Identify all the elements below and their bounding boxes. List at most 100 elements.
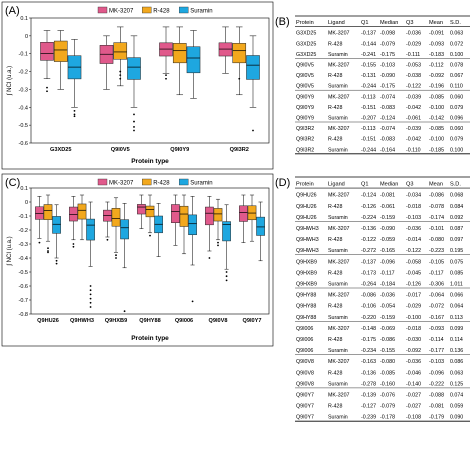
table-cell: MK-3207 — [328, 193, 350, 199]
box-r-428 — [145, 205, 155, 218]
table-cell: MK-3207 — [328, 293, 350, 299]
table-cell: -0.090 — [380, 73, 395, 79]
table-cell: R-428 — [328, 73, 342, 79]
table-cell: 0.195 — [450, 248, 463, 254]
table-cell: Suramin — [328, 215, 348, 221]
table-cell: -0.092 — [406, 348, 421, 354]
table-cell: -0.069 — [380, 326, 395, 332]
table-cell: -0.126 — [406, 282, 421, 288]
category-label: Q9I006 — [175, 318, 193, 324]
table-cell: 0.099 — [450, 326, 463, 332]
y-tick-label: -0.6 — [19, 284, 28, 290]
table-cell: -0.018 — [406, 326, 421, 332]
table-cell: Suramin — [328, 116, 348, 122]
table-cell: -0.174 — [429, 215, 444, 221]
outlier-point — [72, 245, 75, 248]
panel-label: (D) — [275, 177, 290, 189]
table-cell: -0.106 — [361, 304, 376, 310]
legend-swatch — [97, 178, 108, 186]
table-cell: Suramin — [328, 381, 348, 387]
table-cell: -0.272 — [361, 248, 376, 254]
table-cell: G3XD25 — [296, 31, 316, 37]
outlier-point — [106, 238, 109, 241]
table-cell: 0.079 — [450, 137, 463, 143]
table-cell: Q9HU26 — [296, 204, 317, 210]
table-cell: Q9I3R2 — [296, 126, 314, 132]
y-tick-label: -0.6 — [19, 141, 28, 147]
box-r-428 — [172, 43, 187, 64]
table-cell: -0.122 — [361, 237, 376, 243]
table-cell: -0.090 — [380, 226, 395, 232]
table-cell: Q9I0Y7 — [296, 415, 314, 421]
table-cell: Q9I3R2 — [296, 137, 314, 143]
table-cell: -0.124 — [380, 116, 395, 122]
legend-swatch — [141, 178, 152, 186]
outlier-point — [149, 234, 151, 237]
legend-label: MK-3207 — [109, 181, 134, 187]
legend-swatch — [178, 178, 189, 186]
box-r-428 — [77, 203, 87, 220]
table-cell: Suramin — [328, 415, 348, 421]
y-tick-label: 0 — [25, 34, 28, 40]
box-suramin — [186, 46, 201, 74]
table-cell: R-428 — [328, 270, 342, 276]
table-cell: Q9I0V8 — [296, 359, 314, 365]
table-cell: Q9I0V5 — [296, 73, 314, 79]
y-tick-label: -0.2 — [19, 228, 28, 234]
y-tick-label: -0.7 — [19, 298, 28, 304]
table-cell: -0.058 — [406, 259, 421, 265]
outlier-point — [133, 129, 135, 132]
outlier-point — [38, 241, 41, 244]
outlier-point — [47, 251, 49, 254]
table-cell: Q9I0V8 — [296, 370, 314, 376]
outlier-point — [46, 90, 48, 93]
table-cell: -0.179 — [429, 415, 444, 421]
table-cell: Q9I0Y9 — [296, 105, 314, 111]
table-cell: -0.096 — [380, 259, 395, 265]
table-cell: R-428 — [328, 237, 342, 243]
table-cell: -0.160 — [380, 381, 395, 387]
table-cell: -0.234 — [361, 348, 376, 354]
box-r-428 — [179, 205, 189, 227]
table-cell: -0.224 — [361, 215, 376, 221]
table-cell: -0.098 — [380, 31, 395, 37]
outlier-point — [225, 271, 228, 273]
table-cell: MK-3207 — [328, 359, 350, 365]
table-cell: 0.060 — [450, 126, 463, 132]
table-cell: R-428 — [328, 370, 342, 376]
table-cell: -0.241 — [361, 52, 376, 58]
category-label: Q9HU26 — [37, 318, 59, 324]
table-cell: -0.093 — [429, 41, 444, 47]
y-tick-label: -0.1 — [19, 52, 28, 58]
legend-label: Suramin — [190, 9, 212, 15]
table-cell: -0.093 — [429, 326, 444, 332]
table-cell: MK-3207 — [328, 126, 350, 132]
table-cell: -0.131 — [361, 73, 376, 79]
table-cell: -0.100 — [406, 315, 421, 321]
table-cell: -0.092 — [429, 73, 444, 79]
table-cell: -0.081 — [380, 193, 395, 199]
table-cell: -0.018 — [406, 204, 421, 210]
table-cell: -0.163 — [361, 359, 376, 365]
table-cell: -0.136 — [361, 226, 376, 232]
y-tick-label: -0.5 — [19, 123, 28, 129]
table-cell: -0.105 — [429, 259, 444, 265]
table-cell: Q9I3R2 — [296, 147, 314, 153]
chart-a: (A) MK-3207 R-428 Suramin 0.1 0 -0.1 -0.2 -0.3 -0… — [1, 1, 274, 170]
table-cell: -0.185 — [429, 147, 444, 153]
table-cell: -0.083 — [380, 137, 395, 143]
table-cell: -0.306 — [429, 282, 444, 288]
y-tick-label: -0.8 — [19, 312, 28, 318]
table-cell: R-428 — [328, 137, 342, 143]
category-label: Q9I0V5 — [111, 147, 130, 153]
outlier-point — [123, 310, 126, 313]
table-cell: -0.014 — [406, 237, 421, 243]
table-cell: -0.029 — [406, 304, 421, 310]
table-header-cell: Q3 — [406, 20, 413, 26]
box-mk-3207 — [171, 204, 180, 223]
box-r-428 — [113, 42, 128, 60]
table-header-cell: Protein — [296, 20, 314, 26]
table-cell: -0.079 — [380, 41, 395, 47]
legend-label: MK-3207 — [109, 9, 134, 15]
